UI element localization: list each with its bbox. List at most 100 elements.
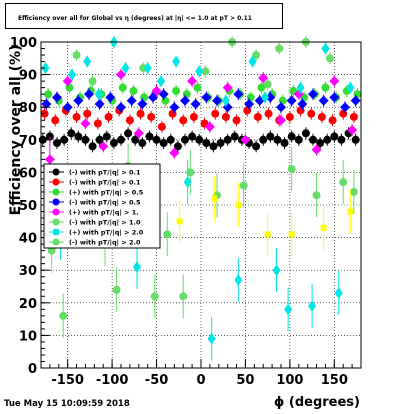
legend-marker xyxy=(52,198,60,206)
data-point xyxy=(223,135,232,144)
data-point xyxy=(307,109,316,118)
data-point xyxy=(126,95,137,106)
x-tick-label: -100 xyxy=(96,373,129,388)
legend-label: (-) with pT/|q| > 0.5 xyxy=(69,199,141,208)
legend-marker xyxy=(52,238,60,246)
data-point xyxy=(285,112,294,121)
data-point xyxy=(169,102,180,113)
data-point xyxy=(297,98,308,109)
data-point xyxy=(41,62,50,75)
data-point xyxy=(212,95,222,106)
data-point xyxy=(264,109,273,118)
data-point xyxy=(276,102,286,113)
data-point xyxy=(328,116,337,125)
x-tick-label: 100 xyxy=(276,373,303,388)
data-point xyxy=(296,81,305,94)
y-tick-label: 100 xyxy=(10,36,37,51)
legend-marker xyxy=(52,188,60,196)
data-point xyxy=(265,92,276,103)
data-point xyxy=(188,132,197,141)
data-point xyxy=(230,132,239,141)
data-point xyxy=(258,72,269,83)
legend-marker xyxy=(52,178,60,186)
data-point xyxy=(272,264,281,277)
data-point xyxy=(166,135,175,144)
data-point xyxy=(257,83,266,92)
data-point xyxy=(190,98,201,109)
data-point xyxy=(173,142,182,151)
data-point xyxy=(195,135,204,144)
data-point xyxy=(189,112,198,121)
data-point xyxy=(287,132,296,141)
data-point xyxy=(320,224,327,231)
data-point xyxy=(152,135,161,144)
data-point xyxy=(266,132,275,141)
data-point xyxy=(143,62,152,75)
data-point xyxy=(94,98,105,109)
legend: (-) with pT/|q| > 0.1(-) with pT/|q| > 0… xyxy=(43,163,161,249)
plot-title-box: Efficiency over all for Global vs η (deg… xyxy=(5,3,283,29)
data-point xyxy=(340,102,350,113)
data-point xyxy=(201,67,210,76)
data-point xyxy=(221,112,230,121)
data-point xyxy=(325,54,334,63)
data-point xyxy=(94,88,103,101)
data-point xyxy=(104,112,113,121)
legend-marker xyxy=(52,168,60,176)
data-point xyxy=(67,129,76,138)
data-point xyxy=(136,109,145,118)
legend-label: (+) with pT/|q| > 2.0 xyxy=(69,229,144,238)
data-point xyxy=(129,86,138,95)
y-tick-label: 0 xyxy=(28,362,37,377)
data-point xyxy=(347,125,358,136)
data-point xyxy=(329,92,340,103)
data-point xyxy=(263,80,272,89)
data-point xyxy=(148,92,158,103)
data-point xyxy=(195,65,204,78)
legend-label: (-) with pT/|q| > 2.0 xyxy=(69,239,141,248)
data-point xyxy=(147,112,156,121)
y-tick-label: 70 xyxy=(19,134,37,149)
data-point xyxy=(105,92,116,103)
data-point xyxy=(88,142,97,151)
data-point xyxy=(193,83,202,92)
data-point xyxy=(275,44,284,53)
data-point xyxy=(45,132,54,141)
data-point xyxy=(172,55,181,68)
y-tick-label: 50 xyxy=(19,199,37,214)
data-point xyxy=(74,132,83,141)
data-point xyxy=(72,112,81,121)
data-point xyxy=(109,139,118,148)
data-point xyxy=(151,85,162,96)
data-point xyxy=(80,118,91,129)
data-point xyxy=(264,231,271,238)
data-point xyxy=(83,109,92,118)
data-point xyxy=(301,129,310,138)
data-point xyxy=(121,62,130,75)
data-point xyxy=(349,187,358,196)
data-point xyxy=(234,273,243,286)
data-point xyxy=(207,332,216,345)
y-axis-label: Efficiency over all (%) xyxy=(8,45,24,216)
data-point xyxy=(159,139,168,148)
data-point xyxy=(137,98,148,109)
data-point xyxy=(317,112,326,121)
data-point xyxy=(60,135,69,144)
data-point xyxy=(73,95,84,106)
plot-title: Efficiency over all for Global vs η (deg… xyxy=(18,15,252,22)
data-point xyxy=(180,95,190,106)
data-point xyxy=(349,112,358,121)
data-point xyxy=(330,132,339,141)
data-point xyxy=(351,135,360,144)
data-point xyxy=(98,141,109,152)
legend-box xyxy=(43,163,161,249)
axis-ticks: -150 -100 -50 0 50 100 150 0 10 20 30 40 50 60 70 80 90 1… xyxy=(10,36,362,388)
x-tick-label: 0 xyxy=(196,373,205,388)
data-point xyxy=(179,116,188,125)
data-point xyxy=(125,116,134,125)
data-point xyxy=(261,91,269,104)
data-point xyxy=(118,83,127,92)
data-point xyxy=(204,121,215,132)
data-point xyxy=(83,55,92,68)
